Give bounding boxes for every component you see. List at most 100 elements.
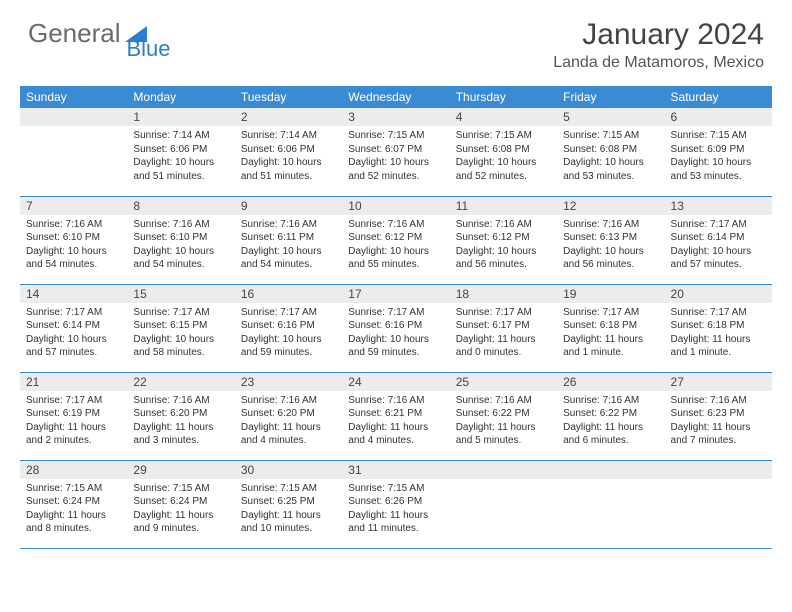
day-number: 23 <box>235 373 342 391</box>
calendar-cell: 31Sunrise: 7:15 AMSunset: 6:26 PMDayligh… <box>342 460 449 548</box>
day-number: 1 <box>127 108 234 126</box>
calendar-cell: 21Sunrise: 7:17 AMSunset: 6:19 PMDayligh… <box>20 372 127 460</box>
day-content: Sunrise: 7:16 AMSunset: 6:10 PMDaylight:… <box>127 215 234 275</box>
calendar-cell: 11Sunrise: 7:16 AMSunset: 6:12 PMDayligh… <box>450 196 557 284</box>
calendar-table: Sunday Monday Tuesday Wednesday Thursday… <box>20 86 772 549</box>
calendar-cell: 22Sunrise: 7:16 AMSunset: 6:20 PMDayligh… <box>127 372 234 460</box>
logo: General Blue <box>28 18 193 49</box>
calendar-cell: 4Sunrise: 7:15 AMSunset: 6:08 PMDaylight… <box>450 108 557 196</box>
location-label: Landa de Matamoros, Mexico <box>553 54 764 72</box>
day-number: 16 <box>235 285 342 303</box>
calendar-cell: 16Sunrise: 7:17 AMSunset: 6:16 PMDayligh… <box>235 284 342 372</box>
calendar-week: 21Sunrise: 7:17 AMSunset: 6:19 PMDayligh… <box>20 372 772 460</box>
day-content: Sunrise: 7:17 AMSunset: 6:16 PMDaylight:… <box>235 303 342 363</box>
calendar-cell: 10Sunrise: 7:16 AMSunset: 6:12 PMDayligh… <box>342 196 449 284</box>
day-number: 14 <box>20 285 127 303</box>
day-number: 12 <box>557 197 664 215</box>
calendar-cell <box>20 108 127 196</box>
day-content: Sunrise: 7:17 AMSunset: 6:17 PMDaylight:… <box>450 303 557 363</box>
day-content: Sunrise: 7:16 AMSunset: 6:22 PMDaylight:… <box>450 391 557 451</box>
day-number: 18 <box>450 285 557 303</box>
day-content: Sunrise: 7:17 AMSunset: 6:18 PMDaylight:… <box>665 303 772 363</box>
calendar-cell: 28Sunrise: 7:15 AMSunset: 6:24 PMDayligh… <box>20 460 127 548</box>
day-number: 4 <box>450 108 557 126</box>
calendar-cell: 24Sunrise: 7:16 AMSunset: 6:21 PMDayligh… <box>342 372 449 460</box>
day-content: Sunrise: 7:16 AMSunset: 6:21 PMDaylight:… <box>342 391 449 451</box>
day-number: 9 <box>235 197 342 215</box>
day-content: Sunrise: 7:15 AMSunset: 6:08 PMDaylight:… <box>450 126 557 186</box>
day-content: Sunrise: 7:16 AMSunset: 6:22 PMDaylight:… <box>557 391 664 451</box>
day-content: Sunrise: 7:17 AMSunset: 6:16 PMDaylight:… <box>342 303 449 363</box>
page-header: General Blue January 2024 Landa de Matam… <box>0 0 792 76</box>
day-number: 11 <box>450 197 557 215</box>
calendar-cell <box>450 460 557 548</box>
dayname-wed: Wednesday <box>342 86 449 108</box>
day-number <box>557 461 664 479</box>
title-block: January 2024 Landa de Matamoros, Mexico <box>553 18 764 72</box>
day-content: Sunrise: 7:17 AMSunset: 6:14 PMDaylight:… <box>20 303 127 363</box>
calendar-body: 1Sunrise: 7:14 AMSunset: 6:06 PMDaylight… <box>20 108 772 548</box>
day-content: Sunrise: 7:17 AMSunset: 6:19 PMDaylight:… <box>20 391 127 451</box>
day-content: Sunrise: 7:16 AMSunset: 6:13 PMDaylight:… <box>557 215 664 275</box>
calendar-week: 28Sunrise: 7:15 AMSunset: 6:24 PMDayligh… <box>20 460 772 548</box>
calendar-cell: 20Sunrise: 7:17 AMSunset: 6:18 PMDayligh… <box>665 284 772 372</box>
calendar-cell: 17Sunrise: 7:17 AMSunset: 6:16 PMDayligh… <box>342 284 449 372</box>
calendar-cell: 12Sunrise: 7:16 AMSunset: 6:13 PMDayligh… <box>557 196 664 284</box>
calendar-cell: 1Sunrise: 7:14 AMSunset: 6:06 PMDaylight… <box>127 108 234 196</box>
calendar-cell <box>665 460 772 548</box>
day-content: Sunrise: 7:17 AMSunset: 6:15 PMDaylight:… <box>127 303 234 363</box>
dayname-sat: Saturday <box>665 86 772 108</box>
dayname-fri: Friday <box>557 86 664 108</box>
day-content: Sunrise: 7:15 AMSunset: 6:09 PMDaylight:… <box>665 126 772 186</box>
day-content: Sunrise: 7:15 AMSunset: 6:07 PMDaylight:… <box>342 126 449 186</box>
day-content: Sunrise: 7:15 AMSunset: 6:26 PMDaylight:… <box>342 479 449 539</box>
day-number: 29 <box>127 461 234 479</box>
day-number: 8 <box>127 197 234 215</box>
day-content: Sunrise: 7:15 AMSunset: 6:25 PMDaylight:… <box>235 479 342 539</box>
day-number: 20 <box>665 285 772 303</box>
calendar-cell: 27Sunrise: 7:16 AMSunset: 6:23 PMDayligh… <box>665 372 772 460</box>
calendar-cell: 5Sunrise: 7:15 AMSunset: 6:08 PMDaylight… <box>557 108 664 196</box>
day-number: 22 <box>127 373 234 391</box>
day-number: 2 <box>235 108 342 126</box>
day-content: Sunrise: 7:16 AMSunset: 6:20 PMDaylight:… <box>235 391 342 451</box>
month-title: January 2024 <box>553 18 764 52</box>
day-content: Sunrise: 7:16 AMSunset: 6:23 PMDaylight:… <box>665 391 772 451</box>
calendar-week: 14Sunrise: 7:17 AMSunset: 6:14 PMDayligh… <box>20 284 772 372</box>
day-number: 24 <box>342 373 449 391</box>
calendar-cell: 3Sunrise: 7:15 AMSunset: 6:07 PMDaylight… <box>342 108 449 196</box>
calendar-cell: 19Sunrise: 7:17 AMSunset: 6:18 PMDayligh… <box>557 284 664 372</box>
calendar-cell: 8Sunrise: 7:16 AMSunset: 6:10 PMDaylight… <box>127 196 234 284</box>
day-number: 30 <box>235 461 342 479</box>
day-number <box>665 461 772 479</box>
day-number: 28 <box>20 461 127 479</box>
calendar-cell: 18Sunrise: 7:17 AMSunset: 6:17 PMDayligh… <box>450 284 557 372</box>
day-number: 13 <box>665 197 772 215</box>
day-content: Sunrise: 7:17 AMSunset: 6:14 PMDaylight:… <box>665 215 772 275</box>
calendar-cell: 14Sunrise: 7:17 AMSunset: 6:14 PMDayligh… <box>20 284 127 372</box>
day-number: 17 <box>342 285 449 303</box>
calendar-cell: 15Sunrise: 7:17 AMSunset: 6:15 PMDayligh… <box>127 284 234 372</box>
calendar-cell <box>557 460 664 548</box>
calendar-cell: 7Sunrise: 7:16 AMSunset: 6:10 PMDaylight… <box>20 196 127 284</box>
logo-text-1: General <box>28 18 121 49</box>
day-number: 26 <box>557 373 664 391</box>
day-number <box>450 461 557 479</box>
day-content: Sunrise: 7:14 AMSunset: 6:06 PMDaylight:… <box>235 126 342 186</box>
day-content: Sunrise: 7:16 AMSunset: 6:20 PMDaylight:… <box>127 391 234 451</box>
dayname-thu: Thursday <box>450 86 557 108</box>
calendar-cell: 29Sunrise: 7:15 AMSunset: 6:24 PMDayligh… <box>127 460 234 548</box>
day-number: 27 <box>665 373 772 391</box>
calendar-cell: 25Sunrise: 7:16 AMSunset: 6:22 PMDayligh… <box>450 372 557 460</box>
calendar-cell: 2Sunrise: 7:14 AMSunset: 6:06 PMDaylight… <box>235 108 342 196</box>
day-content: Sunrise: 7:17 AMSunset: 6:18 PMDaylight:… <box>557 303 664 363</box>
day-content: Sunrise: 7:16 AMSunset: 6:12 PMDaylight:… <box>450 215 557 275</box>
day-number: 6 <box>665 108 772 126</box>
dayname-row: Sunday Monday Tuesday Wednesday Thursday… <box>20 86 772 108</box>
day-number <box>20 108 127 126</box>
calendar-cell: 9Sunrise: 7:16 AMSunset: 6:11 PMDaylight… <box>235 196 342 284</box>
dayname-sun: Sunday <box>20 86 127 108</box>
day-number: 21 <box>20 373 127 391</box>
day-number: 3 <box>342 108 449 126</box>
calendar-cell: 30Sunrise: 7:15 AMSunset: 6:25 PMDayligh… <box>235 460 342 548</box>
